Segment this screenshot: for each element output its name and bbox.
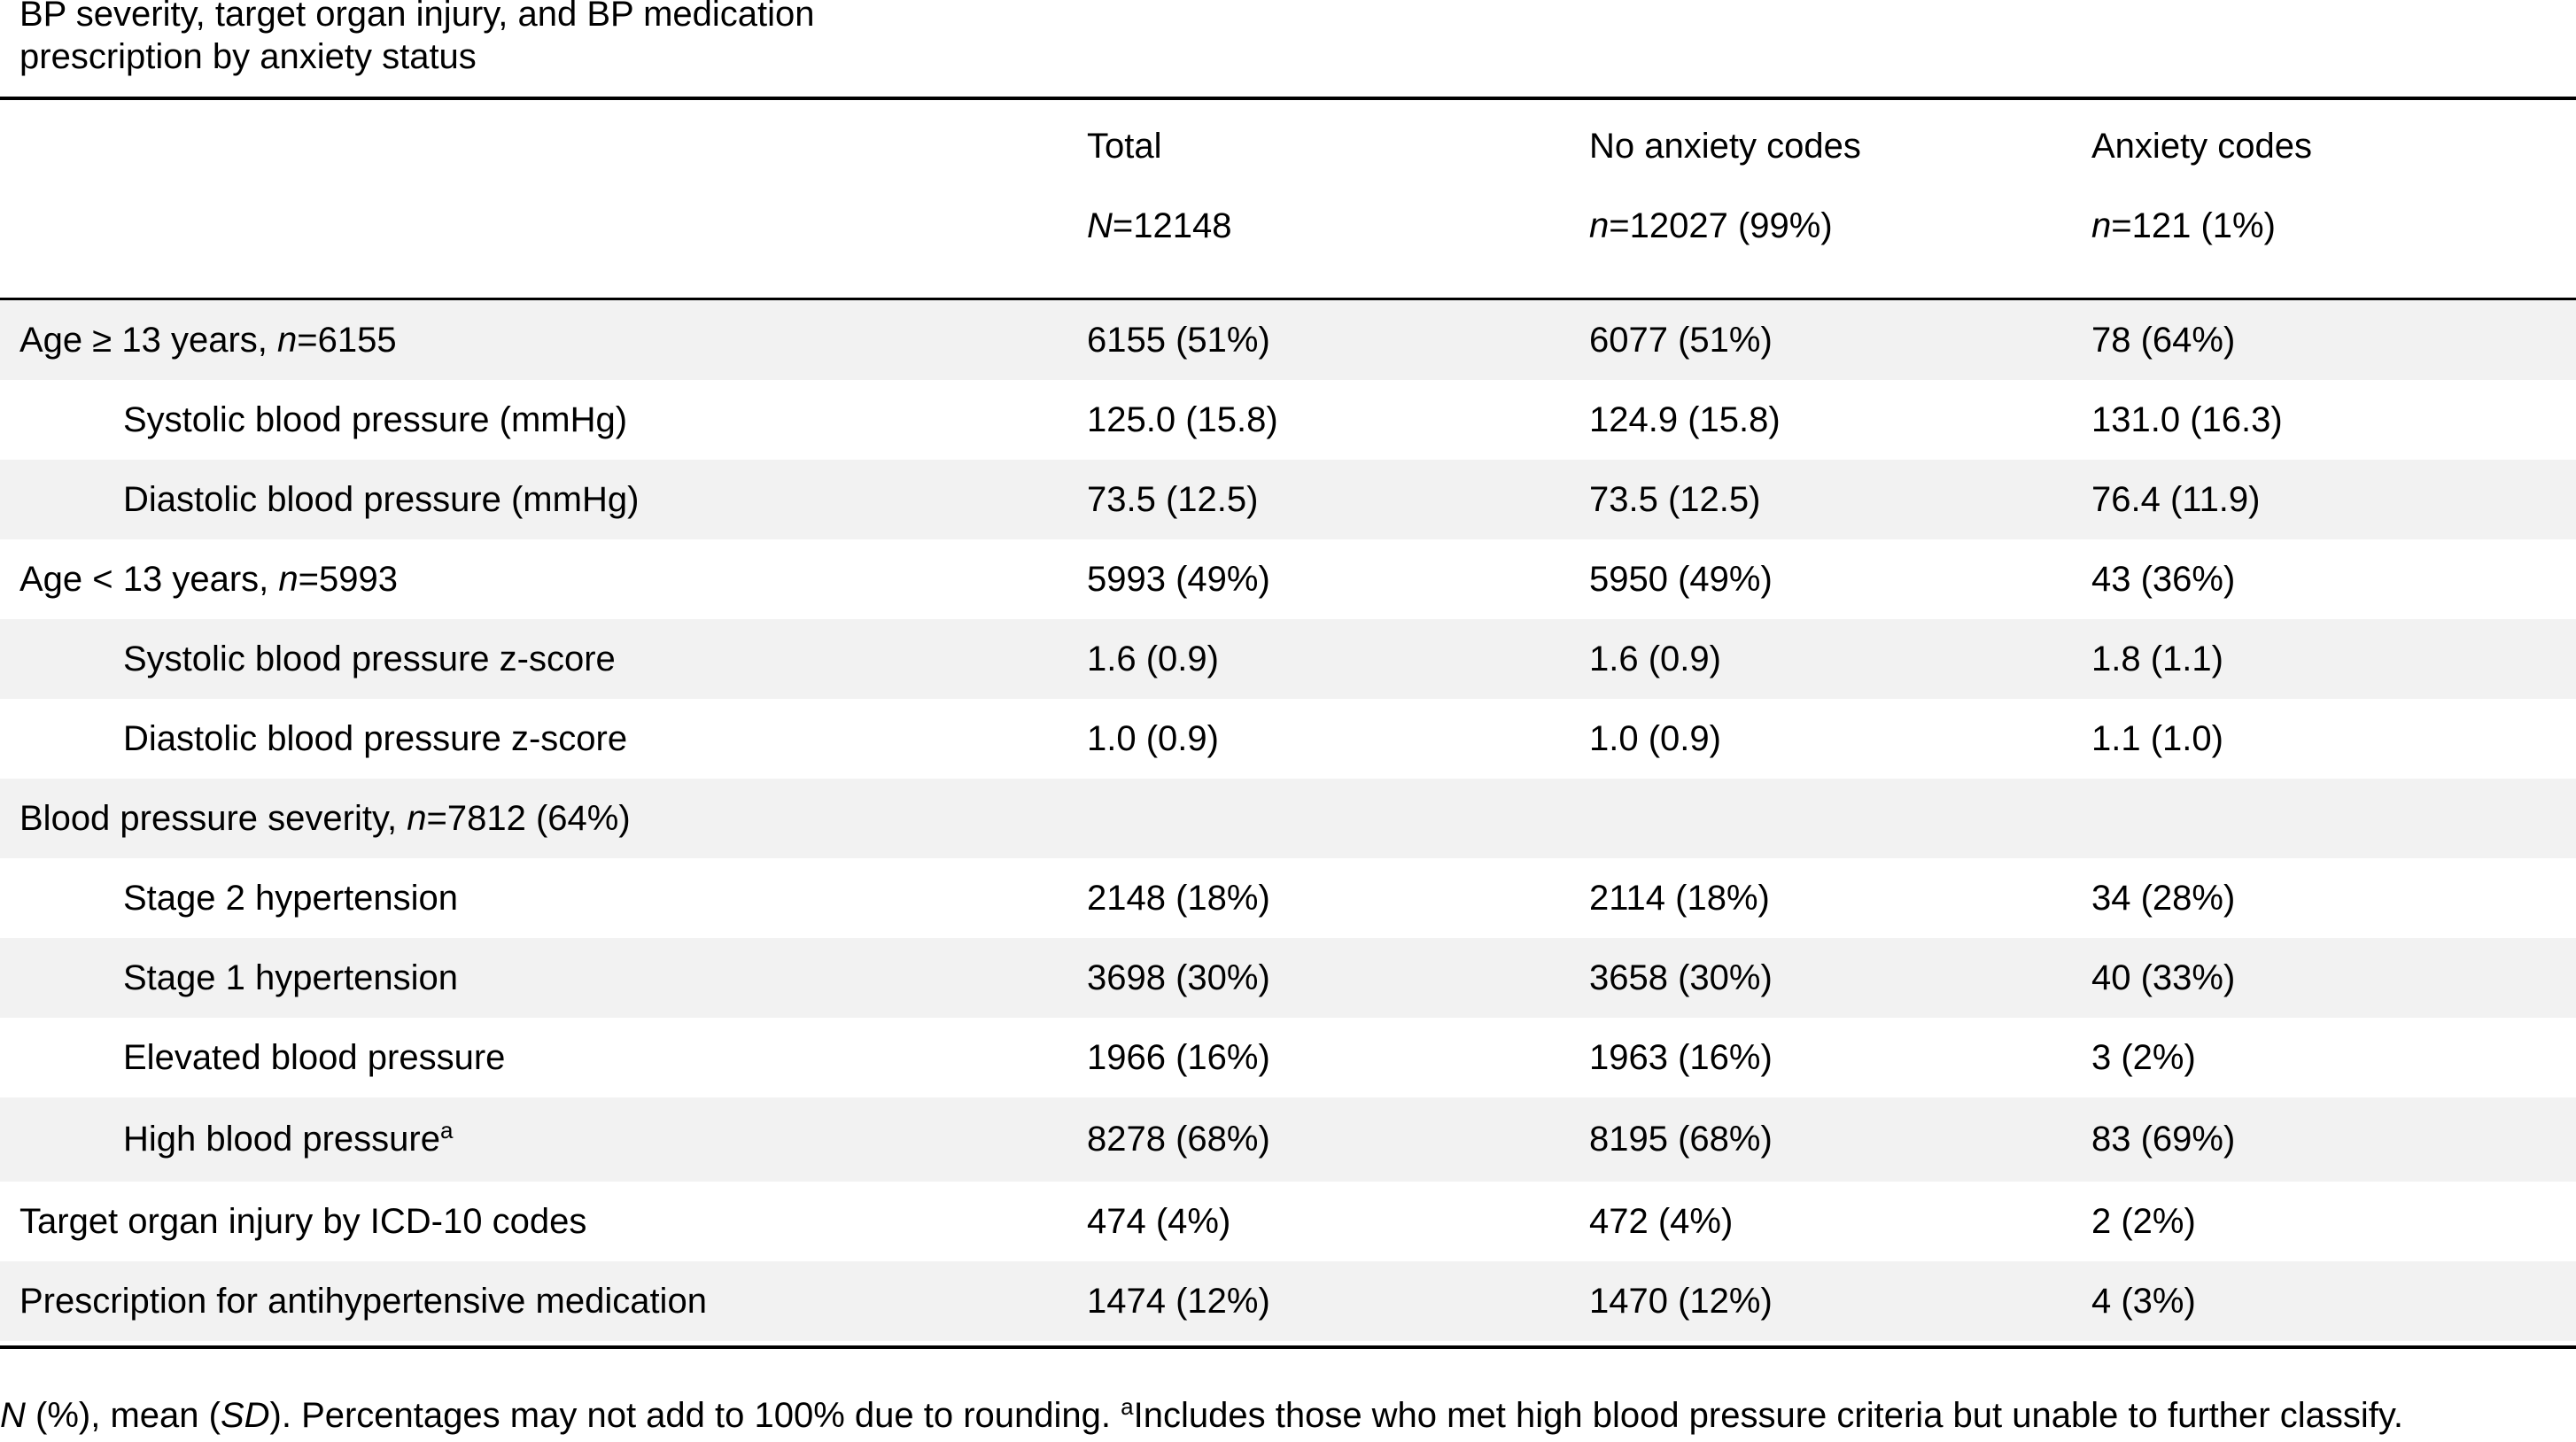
table-header: Total N=12148 No anxiety codes n=12027 (… [0, 100, 2576, 298]
table-row: Diastolic blood pressure z-score 1.0 (0.… [0, 699, 2576, 779]
row-label: Age ≥ 13 years, n=6155 [19, 321, 397, 360]
table-footnote: N (%), mean (SD). Percentages may not ad… [0, 1393, 2403, 1435]
row-label: Systolic blood pressure (mmHg) [123, 400, 628, 439]
header-count: n=121 (1%) [2091, 206, 2276, 245]
cell-anxiety: 83 (69%) [2091, 1120, 2236, 1159]
header-label: No anxiety codes [1589, 127, 1861, 166]
table-row: Stage 1 hypertension 3698 (30%) 3658 (30… [0, 938, 2576, 1018]
table-row: Blood pressure severity, n=7812 (64%) [0, 779, 2576, 858]
header-label: Anxiety codes [2091, 127, 2313, 166]
cell-total: 3698 (30%) [1087, 958, 1270, 997]
row-label: Prescription for antihypertensive medica… [19, 1282, 707, 1321]
table-caption: BP severity, target organ injury, and BP… [19, 0, 815, 76]
table-row: High blood pressurea 8278 (68%) 8195 (68… [0, 1097, 2576, 1182]
cell-total: 1.0 (0.9) [1087, 719, 1219, 758]
cell-no-anxiety: 124.9 (15.8) [1589, 400, 1781, 439]
table-row: Target organ injury by ICD-10 codes 474 … [0, 1182, 2576, 1261]
cell-no-anxiety: 472 (4%) [1589, 1202, 1734, 1241]
row-label: Blood pressure severity, n=7812 (64%) [19, 799, 631, 838]
header-label: Total [1087, 127, 1162, 166]
row-label: Stage 1 hypertension [123, 958, 459, 997]
cell-total: 8278 (68%) [1087, 1120, 1270, 1159]
table-row: Elevated blood pressure 1966 (16%) 1963 … [0, 1018, 2576, 1097]
table-row: Stage 2 hypertension 2148 (18%) 2114 (18… [0, 858, 2576, 938]
cell-no-anxiety: 73.5 (12.5) [1589, 480, 1761, 519]
cell-total: 2148 (18%) [1087, 879, 1270, 918]
cell-anxiety: 1.1 (1.0) [2091, 719, 2223, 758]
row-label: Target organ injury by ICD-10 codes [19, 1202, 587, 1241]
top-rule [0, 97, 2576, 100]
cell-anxiety: 131.0 (16.3) [2091, 400, 2283, 439]
row-label: Systolic blood pressure z-score [123, 640, 616, 678]
table-row: Systolic blood pressure z-score 1.6 (0.9… [0, 619, 2576, 699]
cell-no-anxiety: 6077 (51%) [1589, 321, 1773, 360]
cell-anxiety: 76.4 (11.9) [2091, 480, 2261, 519]
cell-total: 1966 (16%) [1087, 1038, 1270, 1077]
header-count: n=12027 (99%) [1589, 206, 1833, 245]
table-row: Age ≥ 13 years, n=6155 6155 (51%) 6077 (… [0, 300, 2576, 380]
row-label: High blood pressurea [123, 1117, 454, 1159]
cell-no-anxiety: 1.6 (0.9) [1589, 640, 1721, 678]
cell-total: 1.6 (0.9) [1087, 640, 1219, 678]
row-label: Diastolic blood pressure z-score [123, 719, 628, 758]
cell-anxiety: 40 (33%) [2091, 958, 2236, 997]
cell-anxiety: 2 (2%) [2091, 1202, 2196, 1241]
cell-no-anxiety: 1.0 (0.9) [1589, 719, 1721, 758]
row-label: Elevated blood pressure [123, 1038, 506, 1077]
table-row: Diastolic blood pressure (mmHg) 73.5 (12… [0, 460, 2576, 539]
cell-total: 474 (4%) [1087, 1202, 1231, 1241]
cell-anxiety: 3 (2%) [2091, 1038, 2196, 1077]
cell-anxiety: 34 (28%) [2091, 879, 2236, 918]
cell-no-anxiety: 5950 (49%) [1589, 560, 1773, 599]
footnote-marker: a [440, 1117, 454, 1144]
table-row: Age < 13 years, n=5993 5993 (49%) 5950 (… [0, 539, 2576, 619]
bottom-rule [0, 1345, 2576, 1349]
cell-no-anxiety: 3658 (30%) [1589, 958, 1773, 997]
row-label: Diastolic blood pressure (mmHg) [123, 480, 640, 519]
table-row: Systolic blood pressure (mmHg) 125.0 (15… [0, 380, 2576, 460]
row-label: Age < 13 years, n=5993 [19, 560, 398, 599]
row-label: Stage 2 hypertension [123, 879, 459, 918]
cell-total: 1474 (12%) [1087, 1282, 1270, 1321]
cell-no-anxiety: 1963 (16%) [1589, 1038, 1773, 1077]
cell-no-anxiety: 8195 (68%) [1589, 1120, 1773, 1159]
cell-anxiety: 4 (3%) [2091, 1282, 2196, 1321]
cell-total: 73.5 (12.5) [1087, 480, 1259, 519]
cell-anxiety: 1.8 (1.1) [2091, 640, 2223, 678]
cell-no-anxiety: 2114 (18%) [1589, 879, 1770, 918]
cell-total: 125.0 (15.8) [1087, 400, 1278, 439]
table-row: Prescription for antihypertensive medica… [0, 1261, 2576, 1341]
cell-anxiety: 78 (64%) [2091, 321, 2236, 360]
cell-no-anxiety: 1470 (12%) [1589, 1282, 1773, 1321]
header-count: N=12148 [1087, 206, 1232, 245]
header-rule [0, 298, 2576, 300]
cell-total: 5993 (49%) [1087, 560, 1270, 599]
cell-total: 6155 (51%) [1087, 321, 1270, 360]
cell-anxiety: 43 (36%) [2091, 560, 2236, 599]
